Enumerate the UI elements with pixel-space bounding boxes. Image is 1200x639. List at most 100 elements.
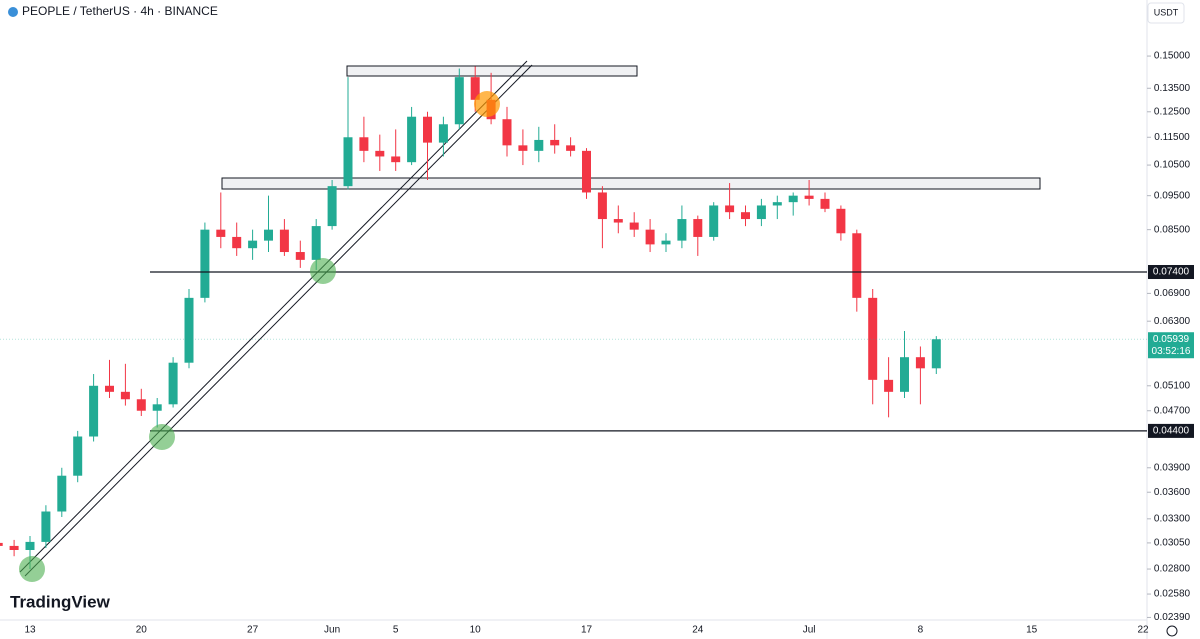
candle-body xyxy=(89,385,99,437)
x-tick-label: 10 xyxy=(470,625,482,636)
y-tick-label: 0.12500 xyxy=(1154,106,1191,117)
candle-body xyxy=(216,229,226,237)
candle-body xyxy=(852,233,862,298)
candle-body xyxy=(645,229,655,245)
symbol-icon xyxy=(8,7,18,17)
touch-marker xyxy=(474,91,500,117)
x-tick-label: 8 xyxy=(918,625,924,636)
y-tick-label: 0.03600 xyxy=(1154,487,1191,498)
candle-body xyxy=(184,297,194,363)
candle-body xyxy=(741,212,750,220)
countdown: 03:52:16 xyxy=(1152,346,1191,357)
x-tick-label: Jun xyxy=(324,625,340,636)
currency-button[interactable] xyxy=(1147,2,1185,24)
price-line-tag xyxy=(1148,265,1194,280)
price-line-label: 0.07400 xyxy=(1153,267,1190,278)
candle-body xyxy=(915,357,925,369)
x-tick-label: 27 xyxy=(247,625,259,636)
candle-body xyxy=(232,236,242,249)
candle-body xyxy=(73,436,83,476)
candle-body xyxy=(248,240,258,249)
markers xyxy=(19,91,500,582)
candle-body xyxy=(295,252,305,260)
candle-body xyxy=(168,362,178,405)
candle-body xyxy=(407,116,417,163)
y-tick-label: 0.03300 xyxy=(1154,513,1191,524)
candle-body xyxy=(57,475,67,512)
candle-body xyxy=(152,404,162,411)
candle-body xyxy=(0,542,3,546)
candle-body xyxy=(470,77,480,100)
y-tick-label: 0.02800 xyxy=(1154,564,1191,575)
candle-body xyxy=(836,208,846,234)
candle-body xyxy=(518,145,528,151)
x-tick-label: Jul xyxy=(803,625,816,636)
candle-body xyxy=(613,219,623,223)
y-tick-label: 0.10500 xyxy=(1154,160,1191,171)
candle-body xyxy=(438,124,448,143)
candle-body xyxy=(343,137,353,187)
logo: TradingView xyxy=(10,592,111,611)
y-tick-label: 0.03050 xyxy=(1154,538,1191,549)
y-tick-label: 0.04700 xyxy=(1154,405,1191,416)
candle-body xyxy=(279,229,289,253)
candle-body xyxy=(725,205,735,213)
x-tick-label: 5 xyxy=(393,625,399,636)
last-price-tag xyxy=(1148,332,1194,359)
candle-body xyxy=(884,379,894,392)
candle-body xyxy=(391,156,401,163)
candle-body xyxy=(327,186,337,227)
currency-label: USDT xyxy=(1154,7,1179,17)
y-tick-label: 0.08500 xyxy=(1154,224,1191,235)
trendline xyxy=(19,60,528,573)
candle-body xyxy=(756,205,766,220)
x-tick-label: 20 xyxy=(136,625,148,636)
candle-body xyxy=(41,511,51,542)
candle-body xyxy=(820,198,830,209)
candle-body xyxy=(868,297,878,380)
y-tick-label: 0.15000 xyxy=(1154,51,1191,62)
settings-icon[interactable] xyxy=(1166,625,1178,637)
candle-body xyxy=(566,145,576,151)
candle-body xyxy=(772,202,782,206)
x-tick-label: 24 xyxy=(692,625,704,636)
touch-marker xyxy=(310,258,336,284)
candle-body xyxy=(709,205,719,237)
trendline xyxy=(24,64,533,577)
candle-body xyxy=(629,222,639,230)
y-tick-label: 0.11500 xyxy=(1154,132,1190,143)
y-tick-label: 0.13500 xyxy=(1154,83,1191,94)
candle-body xyxy=(9,545,19,551)
candle-body xyxy=(597,192,607,220)
candle-body xyxy=(120,391,130,400)
candle-body xyxy=(804,195,814,199)
plot xyxy=(0,66,1147,570)
y-tick-label: 0.05100 xyxy=(1154,380,1191,391)
x-tick-label: 22 xyxy=(1137,625,1149,636)
candle-body xyxy=(550,139,560,146)
candle-body xyxy=(900,357,909,392)
y-tick-label: 0.03900 xyxy=(1154,462,1191,473)
candle-body xyxy=(693,219,703,237)
price-line-tag xyxy=(1148,423,1194,438)
candle-body xyxy=(311,226,321,260)
candle-body xyxy=(454,77,464,125)
candle-body xyxy=(136,399,146,411)
symbol-title: PEOPLE / TetherUS · 4h · BINANCE xyxy=(22,4,218,18)
y-tick-label: 0.06900 xyxy=(1154,288,1191,299)
candle-body xyxy=(375,150,385,157)
candle-body xyxy=(931,339,941,369)
candle-body xyxy=(105,385,114,392)
x-tick-label: 17 xyxy=(581,625,593,636)
candle-body xyxy=(359,137,369,151)
touch-marker xyxy=(149,424,175,450)
candle-body xyxy=(534,139,544,151)
candle-body xyxy=(661,240,671,245)
candle-body xyxy=(677,219,687,241)
y-tick-label: 0.02580 xyxy=(1154,589,1191,600)
price-line-label: 0.04400 xyxy=(1153,426,1190,437)
support-zone xyxy=(221,177,1041,190)
y-tick-label: 0.09500 xyxy=(1154,190,1191,201)
candle-body xyxy=(264,229,273,241)
